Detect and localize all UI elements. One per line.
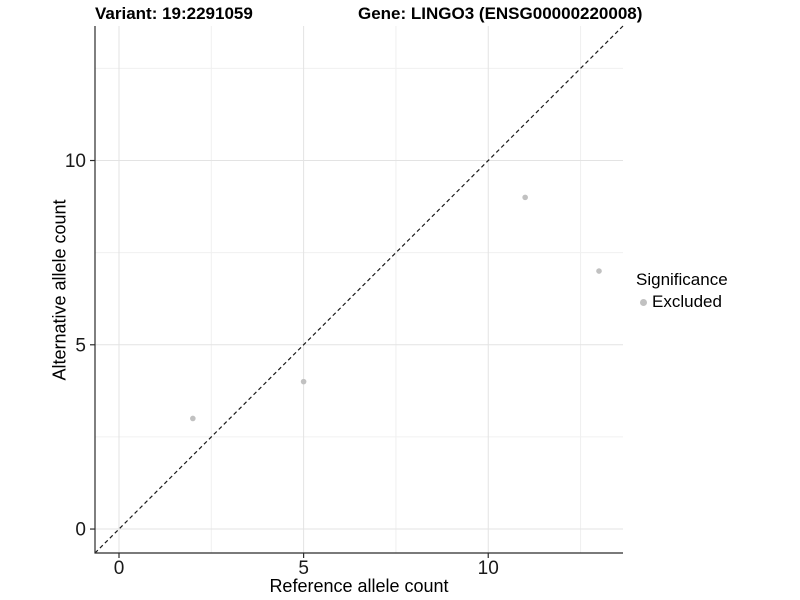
legend-item-label: Excluded — [652, 292, 722, 311]
data-point — [596, 268, 602, 274]
x-tick-label: 5 — [298, 558, 309, 579]
legend: Significance Excluded — [636, 270, 728, 312]
y-tick-label: 0 — [75, 520, 86, 541]
identity-dashed-line — [94, 25, 624, 554]
y-tick-label: 10 — [65, 151, 86, 172]
plot-title-gene: Gene: LINGO3 (ENSG00000220008) — [358, 4, 643, 23]
data-point — [190, 415, 196, 422]
legend-point-icon — [640, 298, 647, 306]
data-point — [522, 194, 528, 201]
legend-title: Significance — [636, 270, 728, 289]
data-point — [300, 378, 307, 385]
plot-title-variant: Variant: 19:2291059 — [95, 4, 253, 23]
x-tick-label: 10 — [478, 558, 499, 579]
y-tick-label: 5 — [75, 335, 86, 356]
y-axis-title: Alternative allele count — [49, 199, 70, 381]
x-axis-title: Reference allele count — [269, 576, 449, 596]
x-tick-label: 0 — [114, 558, 125, 579]
legend-item-excluded: Excluded — [640, 292, 728, 312]
